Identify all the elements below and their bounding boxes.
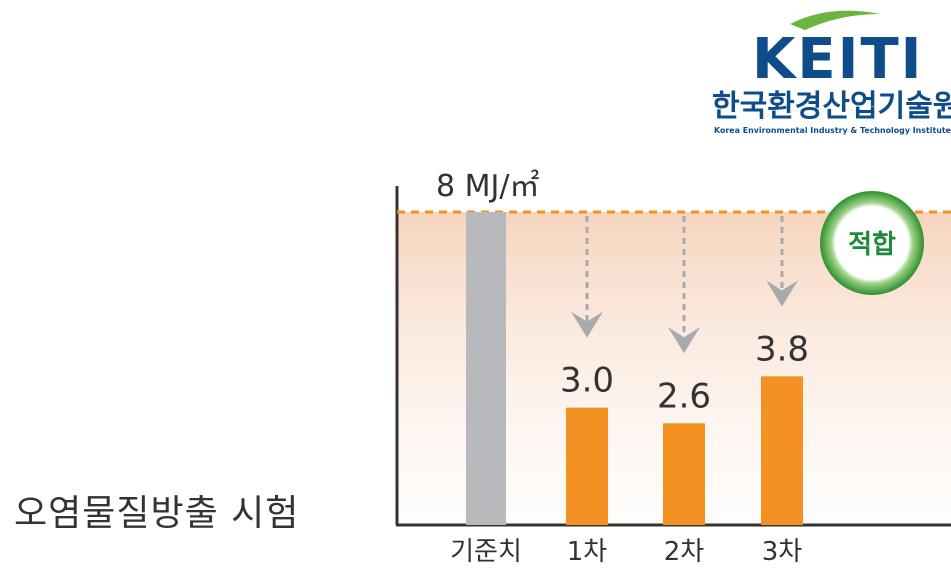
reference-bar xyxy=(466,212,506,525)
test-label: 오염물질방출 시험 xyxy=(14,493,299,534)
value-label-3: 3.8 xyxy=(755,329,809,369)
category-label-0: 기준치 xyxy=(450,537,522,567)
result-bar-3 xyxy=(761,376,803,525)
category-label-2: 2차 xyxy=(664,537,705,567)
logo-korean: 한국환경산업기술원 xyxy=(712,89,951,124)
arrow-head-icon-2 xyxy=(668,327,700,354)
value-label-0: 8 MJ/㎡ xyxy=(436,169,539,204)
logo-word: KEITI xyxy=(752,27,924,92)
logo-english: Korea Environmental Industry & Technolog… xyxy=(714,126,951,135)
pass-badge: 적합 xyxy=(820,191,924,295)
badge-label: 적합 xyxy=(848,230,896,260)
arrow-head-icon-1 xyxy=(571,311,603,338)
leaf-icon xyxy=(790,10,880,30)
result-bar-1 xyxy=(566,407,608,525)
badge-inner xyxy=(835,206,909,280)
arrow-head-icon-3 xyxy=(766,280,798,307)
result-bar-2 xyxy=(663,423,705,525)
value-label-1: 3.0 xyxy=(560,361,614,401)
keiti-logo: KEITI 한국환경산업기술원 Korea Environmental Indu… xyxy=(712,10,951,135)
value-label-2: 2.6 xyxy=(657,376,711,416)
category-label-1: 1차 xyxy=(567,537,608,567)
category-label-3: 3차 xyxy=(762,537,803,567)
